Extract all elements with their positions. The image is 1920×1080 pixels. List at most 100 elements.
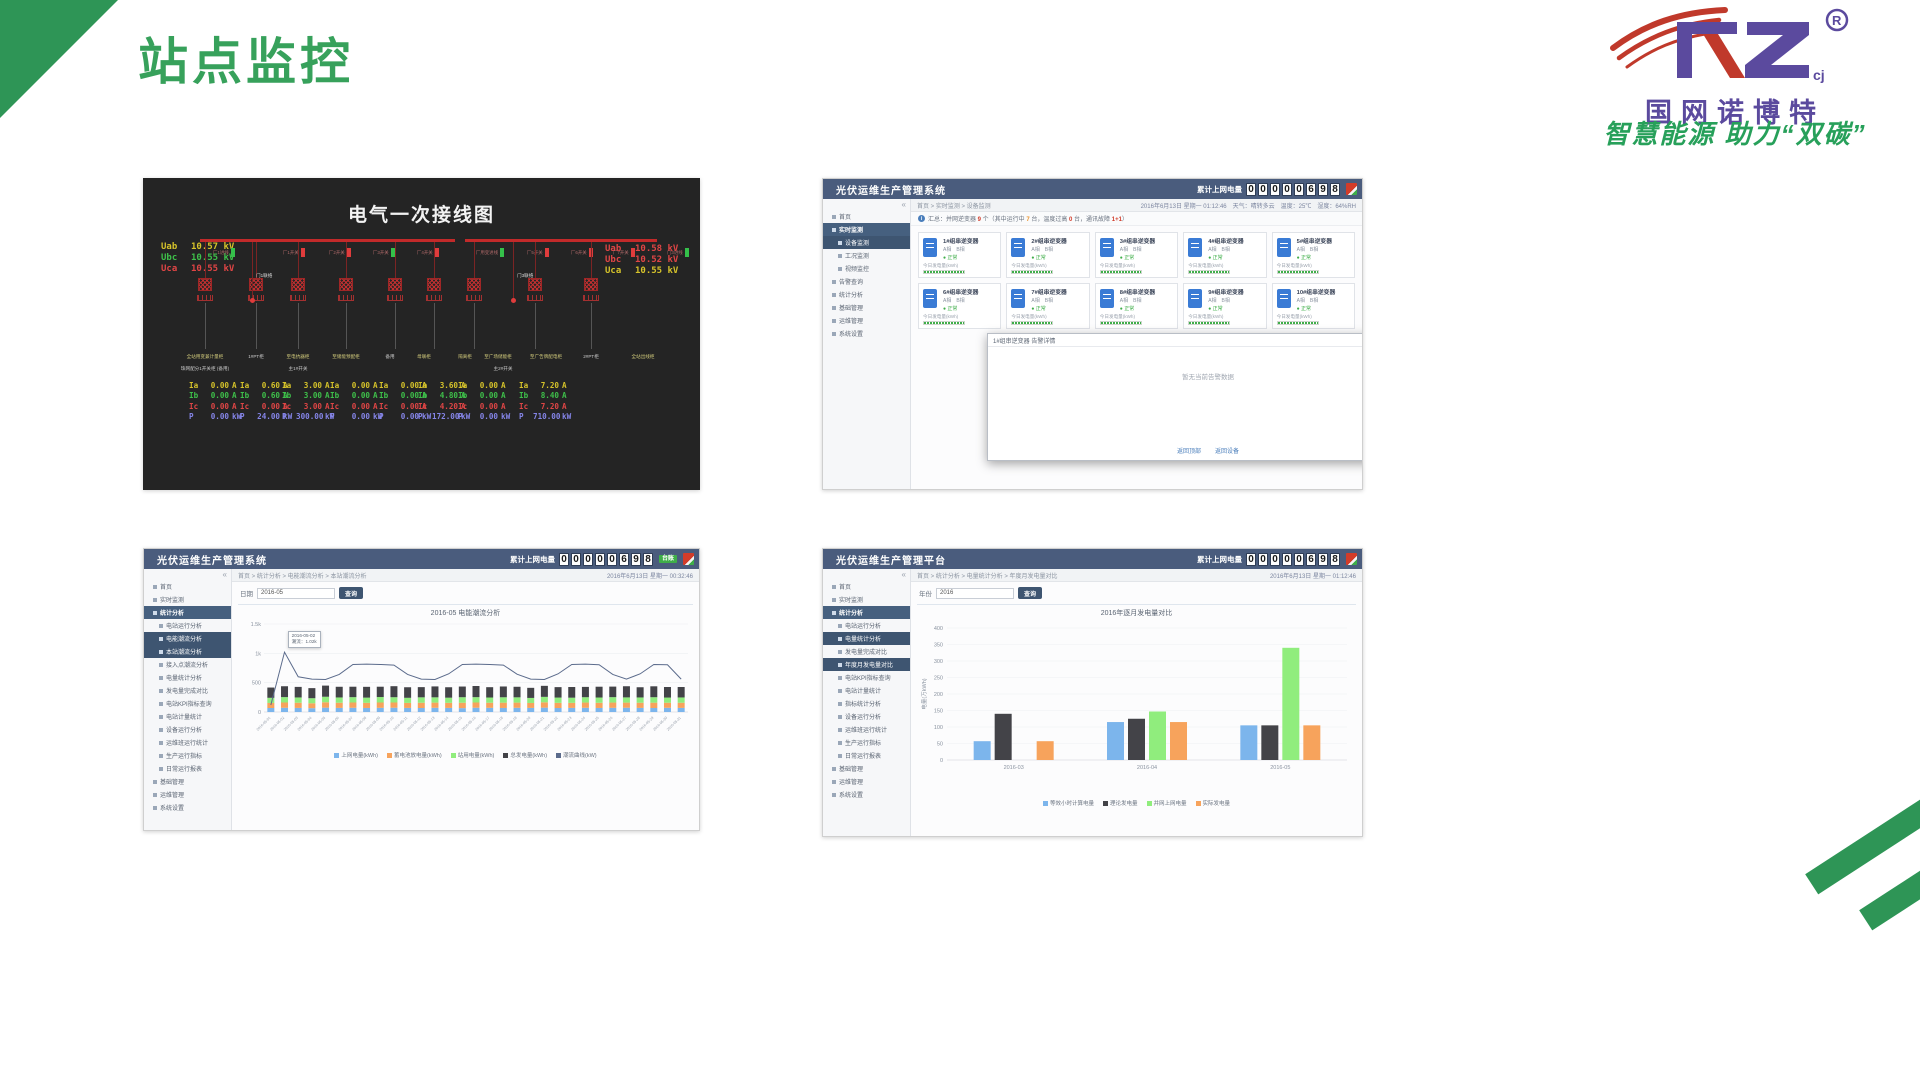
- feeder-tail-line: [395, 303, 396, 349]
- sidebar-item-本站潮流分析[interactable]: 本站潮流分析: [144, 645, 231, 658]
- query-button[interactable]: 查询: [339, 587, 363, 599]
- sidebar-item-label: 日常运行报表: [845, 754, 882, 760]
- sidebar-item-系统设置[interactable]: 系统设置: [823, 327, 910, 340]
- legend-item[interactable]: 等效小时计算电量: [1042, 799, 1094, 807]
- breadcrumb[interactable]: 首页 > 统计分析 > 电能潮流分析 > 本站潮流分析: [238, 573, 367, 580]
- sidebar-item-接入点潮流分析[interactable]: 接入点潮流分析: [144, 658, 231, 671]
- sidebar-item-运维管理[interactable]: 运维管理: [144, 788, 231, 801]
- device-card[interactable]: 5#组串逆变器 A相 B相 ● 正常 今日发电量(kWh): [1271, 232, 1355, 278]
- legend-item[interactable]: 潮流曲线(kW): [556, 751, 597, 759]
- sidebar-item-电站KPI指标查询[interactable]: 电站KPI指标查询: [144, 697, 231, 710]
- legend-item[interactable]: 蓄电池放电量(kWh): [387, 751, 442, 759]
- sidebar-item-运维班运行统计[interactable]: 运维班运行统计: [144, 736, 231, 749]
- date-input[interactable]: 2016-05: [257, 587, 335, 599]
- breadcrumb[interactable]: 首页 > 统计分析 > 电量统计分析 > 年度月发电量对比: [917, 573, 1058, 580]
- sidebar-item-视频监控[interactable]: 视频监控: [823, 262, 910, 275]
- stacked-bar-segment: [349, 697, 357, 703]
- device-card[interactable]: 1#组串逆变器 A相 B相 ● 正常 今日发电量(kWh): [918, 232, 1002, 278]
- sidebar-item-首页[interactable]: 首页: [144, 580, 231, 593]
- sidebar-item-年度月发电量对比[interactable]: 年度月发电量对比: [823, 658, 910, 671]
- device-card[interactable]: 3#组串逆变器 A相 B相 ● 正常 今日发电量(kWh): [1094, 232, 1179, 278]
- legend-item[interactable]: 理论发电量: [1102, 799, 1138, 807]
- sidebar-item-首页[interactable]: 首页: [823, 580, 910, 593]
- device-card[interactable]: 4#组串逆变器 A相 B相 ● 正常 今日发电量(kWh): [1183, 232, 1267, 278]
- sidebar-item-电站KPI指标查询[interactable]: 电站KPI指标查询: [823, 671, 910, 684]
- feeder-name-label: 至电抗器柜: [286, 354, 310, 359]
- sidebar-item-统计分析[interactable]: 统计分析: [823, 606, 910, 619]
- sidebar-item-运维管理[interactable]: 运维管理: [823, 775, 910, 788]
- measurement-value: 3.00: [303, 401, 322, 411]
- query-button[interactable]: 查询: [1018, 587, 1042, 599]
- feeder-name-label: 全站出线柜: [631, 354, 655, 359]
- sidebar-item-电站运行分析[interactable]: 电站运行分析: [144, 619, 231, 632]
- sidebar-item-电能潮流分析[interactable]: 电能潮流分析: [144, 632, 231, 645]
- legend-item[interactable]: 总发电量(kWh): [503, 751, 547, 759]
- sidebar-item-实时监测[interactable]: 实时监测: [144, 593, 231, 606]
- device-card[interactable]: 8#组串逆变器 A相 B相 ● 正常 今日发电量(kWh): [1094, 283, 1179, 329]
- sidebar-item-设备运行分析[interactable]: 设备运行分析: [823, 710, 910, 723]
- menu-item-icon: [159, 623, 163, 628]
- bar: [973, 741, 991, 760]
- diagram-title: 电气一次接线图: [347, 205, 495, 226]
- sidebar-item-设备运行分析[interactable]: 设备运行分析: [144, 723, 231, 736]
- sidebar-item-系统设置[interactable]: 系统设置: [144, 801, 231, 814]
- legend-swatch: [556, 753, 562, 759]
- sidebar-item-运维班运行统计[interactable]: 运维班运行统计: [823, 723, 910, 736]
- sidebar-item-电量统计分析[interactable]: 电量统计分析: [144, 671, 231, 684]
- sidebar-collapse-icon[interactable]: «: [222, 570, 227, 579]
- device-card[interactable]: 2#组串逆变器 A相 B相 ● 正常 今日发电量(kWh): [1006, 232, 1090, 278]
- sidebar-item-指标统计分析[interactable]: 指标统计分析: [823, 697, 910, 710]
- sidebar-item-发电量完成对比[interactable]: 发电量完成对比: [144, 684, 231, 697]
- stacked-bar-segment: [294, 707, 302, 712]
- menu-item-icon: [159, 740, 163, 745]
- sidebar-item-电量统计分析[interactable]: 电量统计分析: [823, 632, 910, 645]
- modal-link[interactable]: 返回顶部: [1176, 449, 1201, 455]
- legend-item[interactable]: 站用电量(kWh): [450, 751, 494, 759]
- y-tick-label: 100: [934, 725, 943, 731]
- sidebar-item-实时监测[interactable]: 实时监测: [823, 223, 910, 236]
- sidebar-collapse-icon[interactable]: «: [901, 570, 906, 579]
- sidebar-item-日常运行报表[interactable]: 日常运行报表: [144, 762, 231, 775]
- sidebar-item-工况监测[interactable]: 工况监测: [823, 249, 910, 262]
- generation-progress-bar: [1276, 270, 1319, 274]
- year-input[interactable]: 2016: [936, 587, 1014, 599]
- breadcrumb[interactable]: 首页 > 实时监测 > 设备监测: [917, 203, 991, 210]
- modal-links: 返回顶部 返回设备: [988, 446, 1362, 455]
- sidebar-collapse-icon[interactable]: «: [901, 200, 906, 209]
- sidebar-item-日常运行报表[interactable]: 日常运行报表: [823, 749, 910, 762]
- sidebar-item-电站计量统计[interactable]: 电站计量统计: [823, 684, 910, 697]
- sidebar-item-生产运行指标[interactable]: 生产运行指标: [823, 736, 910, 749]
- sidebar-item-统计分析[interactable]: 统计分析: [823, 288, 910, 301]
- device-card[interactable]: 9#组串逆变器 A相 B相 ● 正常 今日发电量(kWh): [1183, 283, 1267, 329]
- device-card[interactable]: 7#组串逆变器 A相 B相 ● 正常 今日发电量(kWh): [1006, 283, 1090, 329]
- sidebar-item-告警查询[interactable]: 告警查询: [823, 275, 910, 288]
- sidebar-item-电站计量统计[interactable]: 电站计量统计: [144, 710, 231, 723]
- ledger-badge[interactable]: 台账: [658, 554, 677, 564]
- sidebar-item-label: 告警查询: [839, 280, 864, 286]
- measurement-unit: A: [232, 380, 237, 390]
- feeder-name-label: 备用: [385, 354, 395, 359]
- sidebar-item-系统设置[interactable]: 系统设置: [823, 788, 910, 801]
- line-series: [270, 650, 682, 706]
- legend-item[interactable]: 上网电量(kWh): [334, 751, 378, 759]
- sidebar-item-设备监测[interactable]: 设备监测: [823, 236, 910, 249]
- counter-digit: 0: [582, 552, 593, 566]
- sidebar-item-统计分析[interactable]: 统计分析: [144, 606, 231, 619]
- sidebar-item-运维管理[interactable]: 运维管理: [823, 314, 910, 327]
- legend-item[interactable]: 实际发电量: [1195, 799, 1230, 807]
- sidebar-item-首页[interactable]: 首页: [823, 210, 910, 223]
- device-card[interactable]: 10#组串逆变器 A相 B相 ● 正常 今日发电量(kWh): [1271, 283, 1355, 329]
- sidebar-item-生产运行指标[interactable]: 生产运行指标: [144, 749, 231, 762]
- device-card[interactable]: 6#组串逆变器 A相 B相 ● 正常 今日发电量(kWh): [918, 283, 1002, 329]
- sidebar-item-基础管理[interactable]: 基础管理: [823, 301, 910, 314]
- sidebar-item-基础管理[interactable]: 基础管理: [823, 762, 910, 775]
- modal-link[interactable]: 返回设备: [1215, 449, 1240, 455]
- sidebar-item-实时监测[interactable]: 实时监测: [823, 593, 910, 606]
- sidebar-item-电站运行分析[interactable]: 电站运行分析: [823, 619, 910, 632]
- measurement-row: Ib 0.00 A: [379, 391, 437, 402]
- measurement-row: Ic 4.20 A: [418, 401, 476, 412]
- sidebar-item-基础管理[interactable]: 基础管理: [144, 775, 231, 788]
- feeder-drop-line: [298, 242, 299, 278]
- sidebar-item-发电量完成对比[interactable]: 发电量完成对比: [823, 645, 910, 658]
- legend-item[interactable]: 并网上网电量: [1146, 799, 1187, 807]
